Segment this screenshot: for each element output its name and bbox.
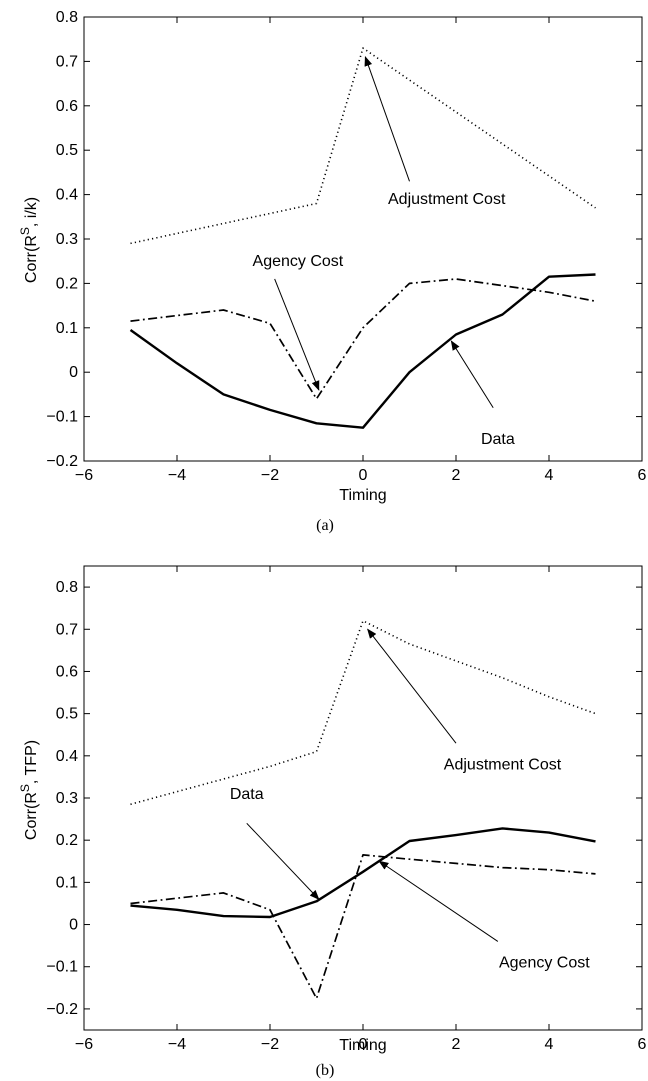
y-tick-label: 0.6 — [56, 98, 78, 115]
series-line-data — [130, 827, 596, 919]
x-tick-label: −6 — [75, 1036, 93, 1053]
annotation-arrow — [378, 860, 499, 942]
chart-panel-b: −6 −4 −2 0 2 4 6 −0.2 −0.1 0 0.1 0.2 0.3 0.4 0.5 0.6 0.7… — [18, 565, 647, 1079]
annotation-label: Agency Cost — [253, 253, 344, 270]
y-tick-label: 0.8 — [56, 9, 78, 26]
annotations-a: Adjustment Cost Agency Cost Data — [253, 56, 515, 448]
y-tick-label: 0 — [69, 364, 78, 381]
x-tick-label: 0 — [359, 467, 368, 484]
series-line-adjustment-cost — [130, 619, 596, 806]
y-tick-label: 0.6 — [56, 663, 78, 680]
series-line-data — [129, 273, 596, 429]
x-tick-label: 2 — [452, 467, 461, 484]
series-line-adjustment-cost — [130, 47, 596, 245]
panel-label-b: (b) — [316, 1062, 335, 1079]
annotation-arrow — [274, 278, 320, 391]
x-tick-label: 6 — [638, 1036, 647, 1053]
y-tick-label: 0.4 — [56, 187, 78, 204]
annotation-arrow — [246, 822, 320, 900]
chart-panel-a: −6 −4 −2 0 2 4 6 −0.2 −0.1 0 0.1 0.2 0.3 0.4 0.5 0.6 0.7… — [18, 9, 647, 534]
annotation-label: Adjustment Cost — [444, 756, 562, 773]
x-tick-label: −2 — [261, 1036, 279, 1053]
y-tick-label: 0.1 — [56, 874, 78, 891]
x-tick-label: 4 — [545, 467, 554, 484]
y-tick-label: −0.2 — [46, 453, 78, 470]
annotation-arrow — [364, 56, 410, 182]
y-axis-title-b: Corr(RS, TFP) — [18, 740, 40, 840]
x-axis-title-a: Timing — [339, 487, 386, 504]
x-tick-label: −4 — [168, 467, 186, 484]
x-tick-label: −6 — [75, 467, 93, 484]
annotation-label: Adjustment Cost — [388, 191, 506, 208]
annotation-arrow — [450, 340, 494, 408]
annotations-b: Adjustment Cost Data Agency Cost — [230, 628, 590, 972]
y-tick-label: 0.7 — [56, 53, 78, 70]
series-group-a — [129, 47, 596, 429]
y-tick-label: 0.3 — [56, 790, 78, 807]
annotation-label: Agency Cost — [499, 955, 590, 972]
x-tick-label: 0 — [359, 1036, 368, 1053]
y-tick-label: 0.8 — [56, 579, 78, 596]
y-tick-label: 0.5 — [56, 706, 78, 723]
axis-ticks-a: −6 −4 −2 0 2 4 6 −0.2 −0.1 0 0.1 0.2 0.3 0.4 0.5 0.6 0.7… — [46, 9, 646, 484]
axis-ticks-b: −6 −4 −2 0 2 4 6 −0.2 −0.1 0 0.1 0.2 0.3 0.4 0.5 0.6 0.7… — [46, 566, 647, 1053]
annotation-arrow — [367, 628, 457, 744]
x-tick-label: −4 — [168, 1036, 186, 1053]
y-tick-label: −0.1 — [46, 409, 78, 426]
annotation-label: Data — [481, 431, 515, 448]
y-tick-label: 0.2 — [56, 832, 78, 849]
x-tick-label: 6 — [638, 467, 647, 484]
y-tick-label: −0.2 — [46, 1001, 78, 1018]
x-axis-title-b: Timing — [339, 1037, 386, 1054]
y-tick-label: 0.5 — [56, 142, 78, 159]
y-tick-label: 0.3 — [56, 231, 78, 248]
plot-frame-a — [83, 16, 643, 462]
series-line-agency-cost — [130, 854, 596, 1000]
y-tick-label: 0.2 — [56, 275, 78, 292]
y-axis-title-a: Corr(RS, i/k) — [18, 197, 40, 283]
y-tick-label: 0.1 — [56, 320, 78, 337]
annotation-label: Data — [230, 786, 264, 803]
x-tick-label: −2 — [261, 467, 279, 484]
x-tick-label: 2 — [452, 1036, 461, 1053]
y-tick-label: −0.1 — [46, 959, 78, 976]
x-tick-label: 4 — [545, 1036, 554, 1053]
y-tick-label: 0.7 — [56, 621, 78, 638]
series-group-b — [130, 619, 596, 1000]
panel-label-a: (a) — [316, 517, 334, 534]
y-tick-label: 0 — [69, 917, 78, 934]
y-tick-label: 0.4 — [56, 748, 78, 765]
